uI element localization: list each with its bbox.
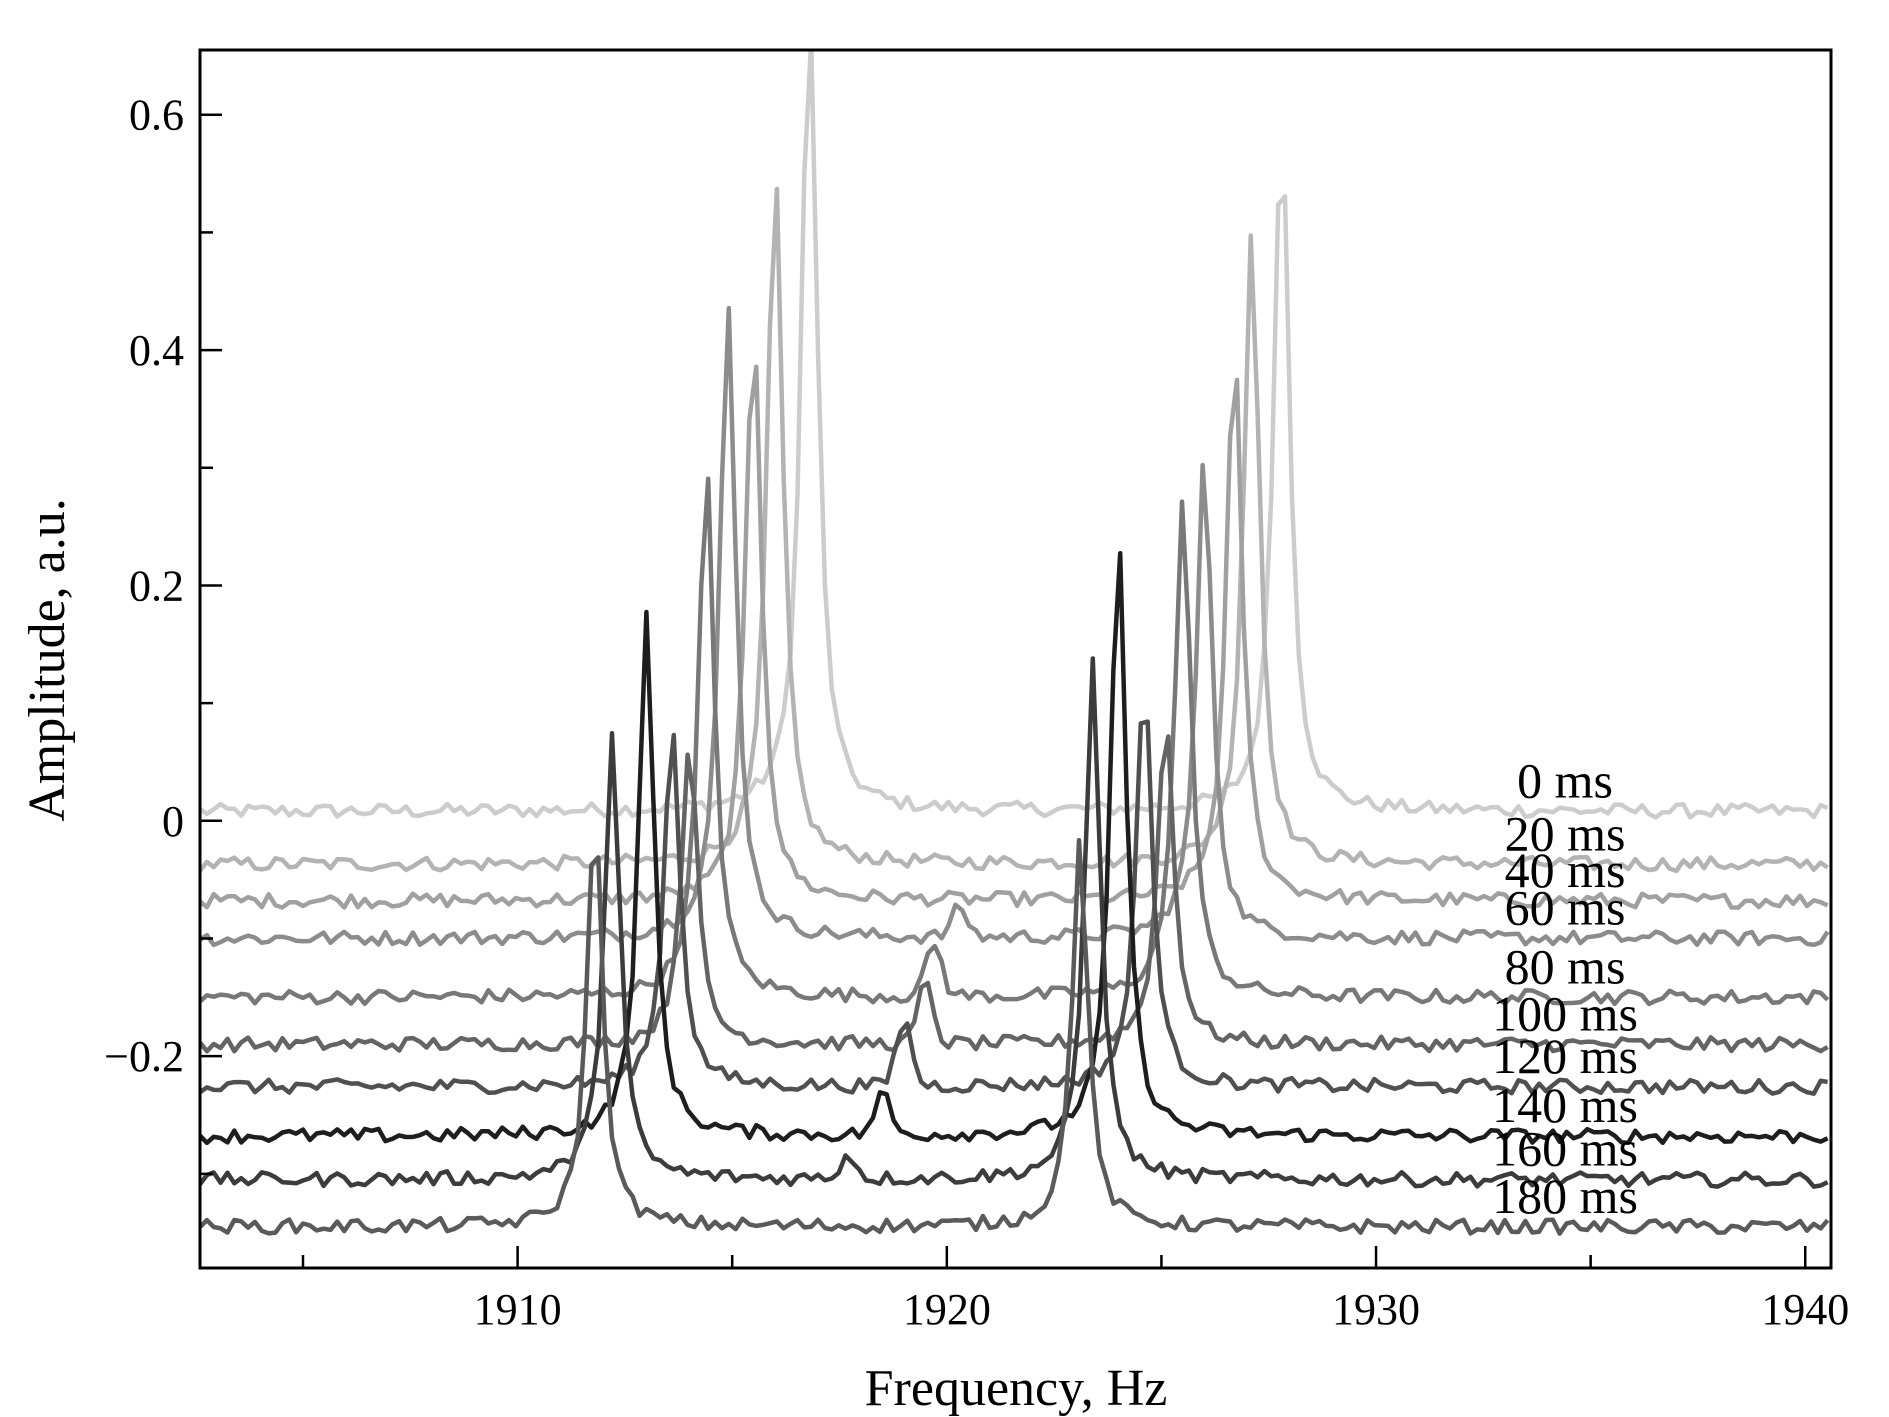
- series-line-140-ms: [200, 550, 1829, 1146]
- series-line-80-ms: [200, 476, 1830, 1007]
- x-tick-label: 1920: [903, 1285, 991, 1334]
- y-tick-label: 0: [162, 797, 184, 846]
- series-line-160-ms: [200, 656, 1829, 1189]
- series-line-40-ms: [200, 364, 1829, 910]
- series-traces: [200, 50, 1830, 1236]
- x-tick-label: 1910: [474, 1285, 562, 1334]
- series-label-140-ms: 140 ms: [1492, 1077, 1638, 1133]
- x-tick-label: 1940: [1761, 1285, 1849, 1334]
- plot-frame: [198, 48, 1833, 1270]
- axis-ticks: 1910 1920 1930 1940 −0.2 0 0.2 0.4 0.6: [104, 91, 1849, 1334]
- y-tick-label: 0.4: [129, 326, 184, 375]
- series-label-120-ms: 120 ms: [1492, 1028, 1638, 1084]
- series-line-180-ms: [200, 837, 1830, 1236]
- series-line-0-ms: [200, 50, 1829, 820]
- series-label-180-ms: 180 ms: [1492, 1168, 1638, 1224]
- series-label-160-ms: 160 ms: [1492, 1121, 1638, 1177]
- series-line-100-ms: [200, 734, 1829, 1054]
- y-axis-title: Amplitude, a.u.: [19, 498, 76, 822]
- series-label-0-ms: 0 ms: [1517, 752, 1613, 808]
- series-label-60-ms: 60 ms: [1505, 880, 1626, 936]
- y-tick-label: −0.2: [104, 1032, 184, 1081]
- series-label-80-ms: 80 ms: [1505, 938, 1626, 994]
- series-line-20-ms: [200, 186, 1829, 874]
- x-tick-label: 1930: [1332, 1285, 1420, 1334]
- x-axis-title: Frequency, Hz: [865, 1360, 1168, 1417]
- series-label-20-ms: 20 ms: [1505, 805, 1626, 861]
- y-tick-label: 0.6: [129, 91, 184, 140]
- series-line-120-ms: [200, 719, 1828, 1096]
- series-label-100-ms: 100 ms: [1492, 985, 1638, 1041]
- series-line-60-ms: [200, 305, 1830, 948]
- y-tick-label: 0.2: [129, 561, 184, 610]
- series-label-40-ms: 40 ms: [1505, 842, 1626, 898]
